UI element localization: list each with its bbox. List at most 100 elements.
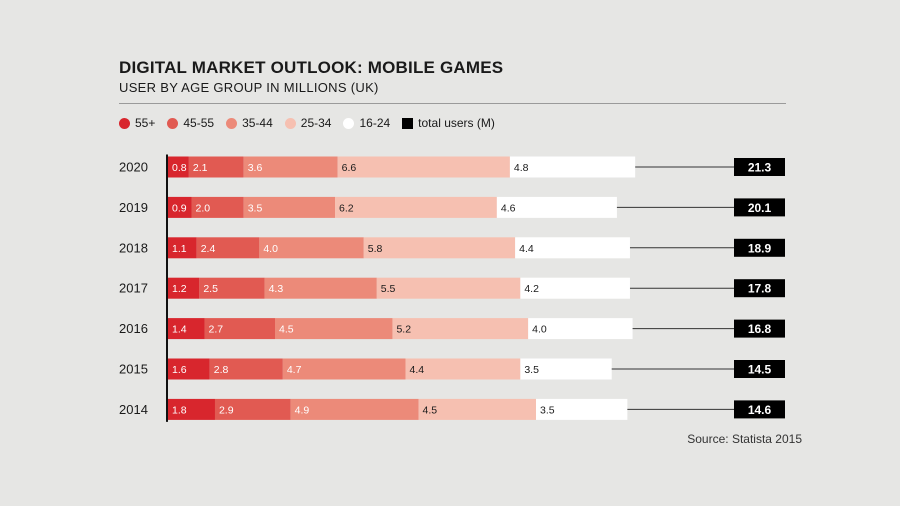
bar-segment [515, 237, 630, 259]
segment-value-label: 1.4 [172, 324, 187, 336]
segment-value-label: 3.5 [248, 202, 263, 214]
segment-value-label: 4.4 [410, 364, 425, 376]
year-label: 2017 [119, 281, 148, 296]
segment-value-label: 4.5 [423, 404, 438, 416]
bar-segment [290, 398, 419, 420]
legend-label: 16-24 [359, 116, 391, 130]
total-box [734, 400, 785, 419]
legend-label: 55+ [135, 116, 156, 130]
legend-label: 35-44 [242, 116, 273, 130]
chart-subtitle: USER BY AGE GROUP IN MILLIONS (UK) [119, 80, 379, 95]
segment-value-label: 2.9 [219, 404, 234, 416]
segment-value-label: 3.5 [524, 364, 539, 376]
segment-value-label: 4.7 [287, 364, 302, 376]
total-value-label: 14.6 [748, 403, 772, 417]
segment-value-label: 5.8 [368, 243, 383, 255]
legend-swatch [119, 117, 130, 129]
legend-item: 45-55 [167, 116, 214, 130]
bar-segment [168, 156, 189, 178]
total-value-label: 18.9 [748, 241, 772, 255]
segment-value-label: 2.7 [209, 324, 224, 336]
total-box [734, 238, 785, 257]
segment-value-label: 1.2 [172, 283, 187, 295]
legend-label: 25-34 [300, 116, 332, 130]
bar-segment [536, 398, 628, 420]
bar-segment [243, 196, 336, 218]
total-box [734, 319, 785, 338]
legend-swatch [402, 117, 414, 129]
year-label: 2019 [119, 200, 148, 215]
bar-segment [168, 196, 192, 218]
segment-value-label: 1.1 [172, 243, 187, 255]
segment-value-label: 2.5 [203, 283, 218, 295]
segment-value-label: 0.8 [172, 162, 187, 174]
total-box [734, 198, 785, 217]
segment-value-label: 4.6 [501, 202, 516, 214]
bar-segment [188, 156, 244, 178]
bar-segment [335, 196, 497, 218]
total-value-label: 16.8 [748, 322, 772, 336]
total-value-label: 20.1 [748, 201, 772, 215]
source-note: Source: Statista 2015 [687, 432, 802, 446]
segment-value-label: 4.0 [532, 324, 547, 336]
bar-segment [392, 318, 529, 340]
bar-segment [337, 156, 510, 178]
total-value-label: 21.3 [748, 161, 772, 175]
segment-value-label: 0.9 [172, 202, 187, 214]
legend-item: 35-44 [226, 116, 273, 130]
segment-value-label: 3.5 [540, 404, 555, 416]
year-label: 2018 [119, 240, 148, 255]
year-label: 2015 [119, 362, 148, 377]
segment-value-label: 2.4 [201, 243, 216, 255]
chart-title: DIGITAL MARKET OUTLOOK: MOBILE GAMES [119, 58, 504, 77]
bar-segment [520, 277, 630, 299]
bar-segment [363, 237, 516, 259]
segment-value-label: 5.5 [381, 283, 396, 295]
year-label: 2016 [119, 321, 148, 336]
segment-value-label: 1.8 [172, 404, 187, 416]
chart-legend: 55+ 45-55 35-44 25-34 16-24 total users (M) [119, 115, 507, 131]
bar-segment [191, 196, 244, 218]
bar-segment [199, 277, 265, 299]
segment-value-label: 4.9 [295, 404, 310, 416]
bar-segment [405, 358, 521, 380]
legend-label: 45-55 [183, 116, 215, 130]
total-value-label: 17.8 [748, 282, 772, 296]
bar-segment [376, 277, 521, 299]
segment-value-label: 4.8 [514, 162, 529, 174]
bar-segment [168, 277, 200, 299]
segment-value-label: 4.3 [269, 283, 284, 295]
total-box [734, 158, 785, 176]
bar-segment [243, 156, 338, 178]
bar-segment [528, 318, 633, 340]
legend-item: 16-24 [343, 116, 390, 130]
legend-label: total users (M) [418, 116, 495, 130]
bar-segment [168, 318, 205, 340]
bar-segment [214, 398, 291, 420]
bar-segment [496, 196, 617, 218]
legend-swatch [167, 117, 179, 129]
legend-swatch [343, 117, 355, 129]
segment-value-label: 4.0 [263, 243, 278, 255]
bar-segment [282, 358, 406, 380]
legend-swatch [284, 117, 296, 129]
year-label: 2014 [119, 402, 148, 417]
legend-item: 25-34 [284, 116, 332, 130]
bar-segment [275, 318, 393, 340]
bar-segment [168, 358, 210, 380]
segment-value-label: 2.8 [214, 364, 229, 376]
segment-value-label: 4.5 [279, 324, 294, 336]
segment-value-label: 6.6 [342, 162, 357, 174]
legend-swatch [226, 117, 238, 129]
segment-value-label: 4.4 [519, 243, 534, 255]
total-box [734, 279, 785, 298]
segment-value-label: 4.2 [524, 283, 539, 295]
segment-value-label: 3.6 [248, 162, 263, 174]
bar-segment [259, 237, 364, 259]
segment-value-label: 5.2 [396, 324, 411, 336]
legend-item: total users (M) [402, 116, 495, 130]
segment-value-label: 2.0 [195, 202, 210, 214]
segment-value-label: 2.1 [193, 162, 208, 174]
bar-segment [509, 156, 636, 178]
bar-segment [209, 358, 283, 380]
